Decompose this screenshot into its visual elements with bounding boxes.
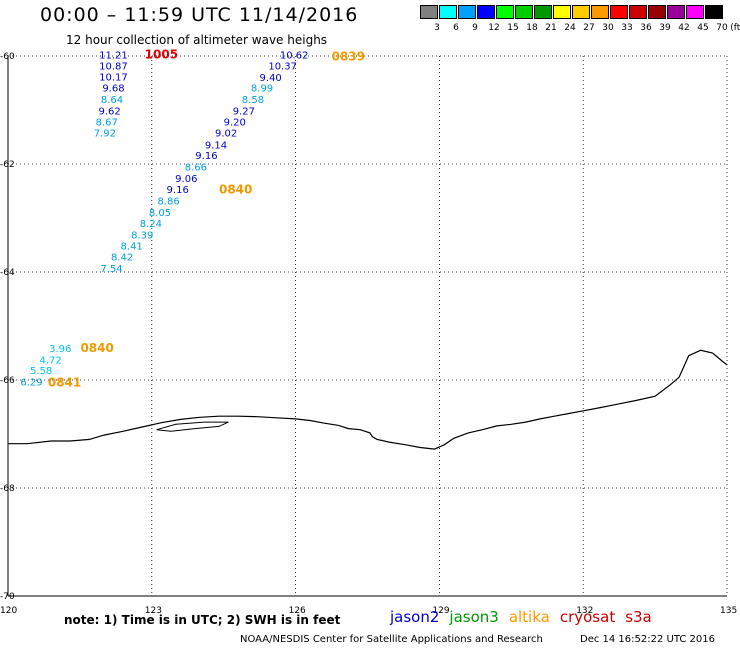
legend-swatch — [420, 5, 438, 19]
legend-swatch — [648, 5, 666, 19]
swh-value: 9.02 — [215, 128, 237, 139]
swh-value: 7.92 — [94, 128, 116, 139]
map-title: 00:00 – 11:59 UTC 11/14/2016 — [40, 4, 359, 26]
credit-line: NOAA/NESDIS Center for Satellite Applica… — [240, 634, 543, 645]
pass-time-label: 0840 — [80, 341, 113, 355]
satellite-jason2: jason2 — [390, 608, 440, 626]
lon-tick-label: 123 — [145, 606, 162, 616]
legend-label: 36 — [640, 23, 652, 33]
legend-swatch — [496, 5, 514, 19]
legend-swatch — [477, 5, 495, 19]
lon-tick-label: 132 — [576, 606, 593, 616]
legend-label: 3 — [434, 23, 440, 33]
swh-value: 8.66 — [185, 162, 207, 173]
coastline — [8, 349, 728, 450]
legend-swatch — [629, 5, 647, 19]
legend-unit: (ft) — [730, 23, 740, 33]
swh-value: 9.68 — [102, 84, 124, 95]
swh-value: 9.14 — [205, 140, 227, 151]
legend-label: 27 — [583, 23, 595, 33]
swh-value: 10.17 — [99, 72, 128, 83]
swh-value: 4.72 — [40, 355, 62, 366]
legend-label: 9 — [472, 23, 478, 33]
legend-swatch — [610, 5, 628, 19]
legend-label: 39 — [659, 23, 671, 33]
pass-time-label: 1005 — [145, 48, 178, 62]
swh-value: 8.24 — [140, 219, 162, 230]
lon-tick-label: 135 — [720, 606, 737, 616]
legend-label: 18 — [526, 23, 538, 33]
lat-tick-label: -66 — [0, 376, 15, 386]
map-subtitle: 12 hour collection of altimeter wave hei… — [66, 33, 328, 47]
swh-value: 6.29 — [20, 377, 42, 388]
legend-swatch — [705, 5, 723, 19]
lat-tick-label: -60 — [0, 52, 15, 62]
legend-swatch — [439, 5, 457, 19]
swh-value: 9.06 — [175, 174, 197, 185]
legend-label: 12 — [488, 23, 500, 33]
legend-swatch — [686, 5, 704, 19]
swh-value: 8.39 — [131, 231, 153, 242]
swh-value: 9.16 — [167, 185, 189, 196]
ice-tongue-outline — [156, 421, 229, 432]
lat-tick-label: -64 — [0, 268, 15, 278]
swh-value: 5.58 — [30, 366, 52, 377]
lon-tick-label: 126 — [289, 606, 306, 616]
swh-value: 9.27 — [233, 106, 255, 117]
legend-label: 30 — [602, 23, 614, 33]
generation-timestamp: Dec 14 16:52:22 UTC 2016 — [580, 634, 715, 645]
swh-value: 8.67 — [96, 118, 118, 129]
legend-swatch — [591, 5, 609, 19]
pass-time-label: 0840 — [219, 183, 252, 197]
lon-tick-label: 120 — [0, 606, 17, 616]
legend-label: 70 — [716, 23, 728, 33]
pass-time-label: 0841 — [48, 375, 81, 389]
swh-value: 10.62 — [280, 51, 309, 62]
satellite-s3a: s3a — [625, 608, 652, 626]
satellite-altika: altika — [508, 608, 550, 626]
swh-value: 8.42 — [111, 253, 133, 264]
footnote: note: 1) Time is in UTC; 2) SWH is in fe… — [64, 613, 341, 627]
legend-swatch — [553, 5, 571, 19]
swh-value: 7.54 — [100, 264, 122, 275]
lat-tick-label: -70 — [0, 592, 15, 602]
lat-tick-label: -68 — [0, 484, 15, 494]
satellite-cryosat: cryosat — [559, 608, 616, 626]
swh-value: 10.87 — [99, 62, 128, 73]
legend-label: 21 — [545, 23, 557, 33]
legend-label: 33 — [621, 23, 633, 33]
legend-swatch — [515, 5, 533, 19]
swh-value: 8.41 — [121, 241, 143, 252]
swh-value: 9.62 — [98, 106, 120, 117]
satellite-jason3: jason3 — [449, 608, 499, 626]
legend-label: 6 — [453, 23, 459, 33]
lat-tick-label: -62 — [0, 160, 15, 170]
legend-label: 15 — [507, 23, 519, 33]
satellite-legend: jason2 jason3 altika cryosat s3a — [390, 608, 662, 626]
legend-label: 45 — [697, 23, 709, 33]
swh-value: 10.37 — [268, 62, 297, 73]
swh-value: 3.96 — [49, 344, 71, 355]
swh-value: 9.20 — [224, 118, 246, 129]
legend-swatch — [572, 5, 590, 19]
swh-value: 8.99 — [251, 84, 273, 95]
legend-swatch — [667, 5, 685, 19]
swh-value: 9.40 — [260, 73, 282, 84]
legend-swatch — [458, 5, 476, 19]
swh-value: 8.64 — [101, 95, 123, 106]
swh-value: 8.58 — [242, 95, 264, 106]
lon-tick-label: 129 — [432, 606, 449, 616]
swh-value: 8.05 — [149, 208, 171, 219]
swh-value: 9.16 — [195, 151, 217, 162]
swh-value: 11.21 — [99, 51, 128, 62]
legend-label: 42 — [678, 23, 690, 33]
legend-label: 24 — [564, 23, 576, 33]
swh-value: 8.86 — [157, 197, 179, 208]
legend-swatch — [534, 5, 552, 19]
pass-time-label: 0839 — [332, 49, 365, 63]
